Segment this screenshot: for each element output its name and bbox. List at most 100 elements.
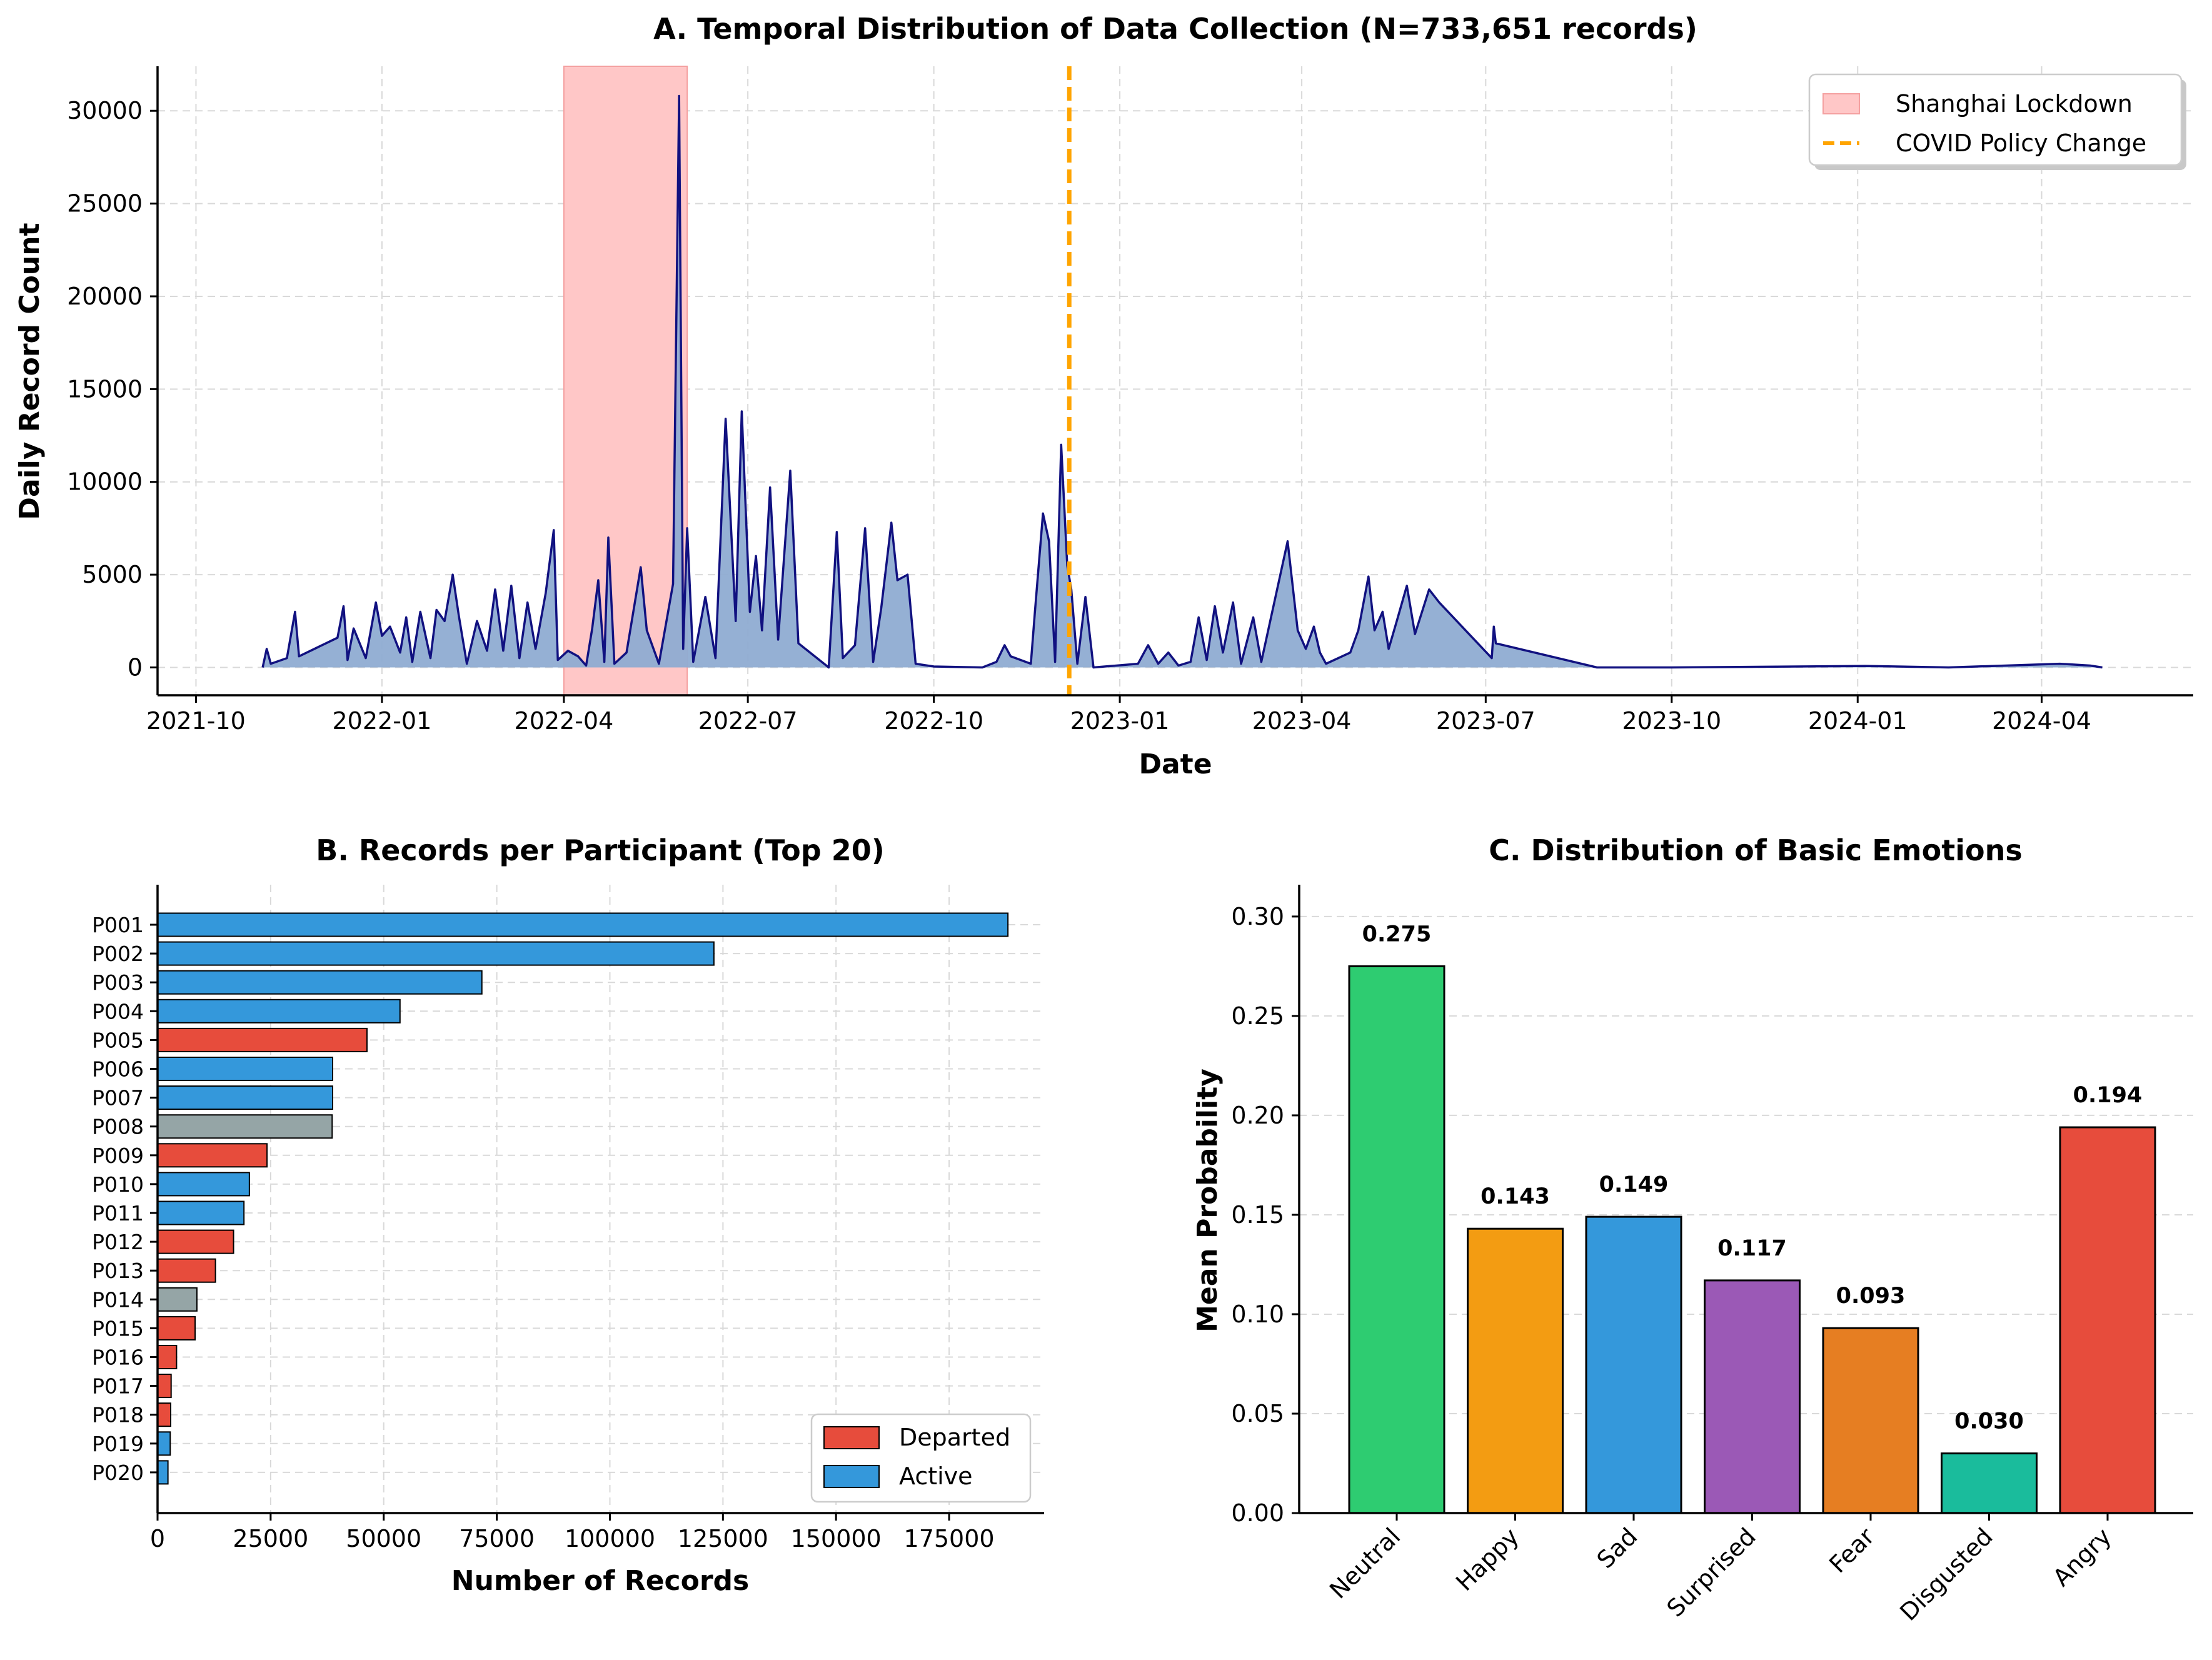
panel-a-temporal: 2021-10 2022-01 2022-04 2022-07 2022-10 2023-… xyxy=(14,12,2193,780)
panel-c-emotions: 0.275 0.143 0.149 0.117 0.093 0.030 0.194 0.00… xyxy=(1192,833,2193,1626)
panel-b-xlabel: Number of Records xyxy=(451,1565,749,1597)
panel-b-xtick-label: 75000 xyxy=(459,1525,535,1552)
emotion-value-label: 0.030 xyxy=(1954,1409,2024,1434)
daily-count-area xyxy=(263,96,2103,668)
panel-c-xtick-label: Angry xyxy=(2048,1522,2117,1592)
emotion-bars: 0.275 0.143 0.149 0.117 0.093 0.030 0.194 xyxy=(1348,922,2156,1514)
panel-a-xtick-label: 2024-01 xyxy=(1808,707,1908,735)
panel-b-ytick-label: P017 xyxy=(92,1374,144,1399)
participant-bar-p011 xyxy=(157,1200,245,1225)
panel-c-ylabel: Mean Probability xyxy=(1192,1069,1224,1332)
participant-bar-p001 xyxy=(157,912,1009,937)
panel-a-xtick-label: 2022-07 xyxy=(698,707,798,735)
panel-b-ytick-label: P014 xyxy=(92,1287,144,1312)
panel-a-xtick-label: 2024-04 xyxy=(1992,707,2091,735)
panel-c-ytick-label: 0.10 xyxy=(1231,1300,1284,1328)
participant-bar-p013 xyxy=(157,1258,216,1283)
panel-b-ytick-label: P019 xyxy=(92,1432,144,1456)
emotion-value-label: 0.149 xyxy=(1599,1172,1669,1197)
emotion-bar-angry xyxy=(2059,1126,2156,1514)
emotion-value-label: 0.117 xyxy=(1717,1236,1787,1261)
panel-b-ytick-label: P007 xyxy=(92,1086,144,1110)
panel-c-ytick-label: 0.25 xyxy=(1231,1002,1284,1030)
panel-c-xtick-label: Disgusted xyxy=(1894,1522,1998,1626)
participant-bar-p006 xyxy=(157,1057,333,1081)
panel-a-xlabel: Date xyxy=(1139,748,1212,780)
participant-bar-p016 xyxy=(157,1345,178,1369)
panel-b-ytick-label: P005 xyxy=(92,1028,144,1052)
panel-a-xtick-label: 2023-01 xyxy=(1070,707,1170,735)
panel-b-ytick-label: P016 xyxy=(92,1346,144,1370)
panel-b-participants: 0 25000 50000 75000 100000 125000 150000 175000… xyxy=(92,833,1044,1597)
panel-a-ytick-label: 10000 xyxy=(67,468,143,496)
emotion-value-label: 0.093 xyxy=(1836,1284,1906,1309)
lockdown-legend-label: Shanghai Lockdown xyxy=(1896,90,2133,118)
panel-b-ytick-label: P010 xyxy=(92,1172,144,1197)
participant-bar-p007 xyxy=(157,1085,333,1110)
panel-c-ytick-label: 0.15 xyxy=(1231,1201,1284,1229)
panel-a-ytick-label: 20000 xyxy=(67,283,143,310)
panel-b-xtick-label: 100000 xyxy=(565,1525,655,1552)
emotion-bar-sad xyxy=(1585,1215,1682,1514)
participant-bar-p004 xyxy=(157,999,401,1024)
panel-b-xtick-label: 125000 xyxy=(678,1525,768,1552)
panel-b-xtick-label: 50000 xyxy=(346,1525,421,1552)
panel-c-ytick-label: 0.20 xyxy=(1231,1102,1284,1129)
active-legend-swatch xyxy=(823,1465,880,1488)
panel-b-xtick-label: 175000 xyxy=(904,1525,995,1552)
emotion-bar-happy xyxy=(1467,1227,1564,1514)
panel-b-ytick-label: P004 xyxy=(92,999,144,1024)
panel-b-ytick-label: P001 xyxy=(92,913,144,937)
panel-c-xtick-label: Fear xyxy=(1824,1522,1879,1578)
emotion-bar-surprised xyxy=(1704,1279,1801,1514)
panel-a-xtick-label: 2023-04 xyxy=(1252,707,1352,735)
participant-bar-p008 xyxy=(157,1114,333,1139)
panel-a-xtick-label: 2023-10 xyxy=(1622,707,1721,735)
participant-bar-p017 xyxy=(157,1374,172,1399)
panel-a-ytick-label: 25000 xyxy=(67,190,143,218)
panel-b-ytick-label: P015 xyxy=(92,1316,144,1341)
participant-bars xyxy=(157,912,1009,1485)
panel-b-ytick-label: P011 xyxy=(92,1201,144,1225)
panel-b-ytick-label: P008 xyxy=(92,1115,144,1139)
participant-bar-p010 xyxy=(157,1172,250,1197)
panel-a-ytick-label: 15000 xyxy=(67,375,143,403)
participant-bar-p002 xyxy=(157,941,715,966)
panel-b-legend: Departed Active xyxy=(810,1413,1032,1503)
panel-a-xtick-label: 2023-07 xyxy=(1436,707,1536,735)
panel-a-ytick-label: 5000 xyxy=(82,561,143,588)
emotion-value-label: 0.143 xyxy=(1481,1184,1550,1209)
panel-a-xtick-label: 2022-10 xyxy=(884,707,983,735)
panel-c-ytick-label: 0.00 xyxy=(1231,1499,1284,1527)
panel-c-xtick-label: Neutral xyxy=(1324,1522,1405,1604)
panel-b-ytick-label: P012 xyxy=(92,1230,144,1254)
panel-b-xtick-label: 0 xyxy=(150,1525,165,1552)
panel-b-xtick-label: 150000 xyxy=(791,1525,882,1552)
participant-bar-p005 xyxy=(157,1027,368,1052)
panel-c-title: C. Distribution of Basic Emotions xyxy=(1489,833,2022,867)
participant-bar-p014 xyxy=(157,1287,198,1312)
panel-a-axes: 2021-10 2022-01 2022-04 2022-07 2022-10 2023-… xyxy=(67,66,2193,735)
emotion-value-label: 0.275 xyxy=(1362,922,1432,947)
emotion-bar-neutral xyxy=(1348,965,1445,1514)
panel-a-title: A. Temporal Distribution of Data Collect… xyxy=(653,12,1697,46)
participant-bar-p003 xyxy=(157,970,483,995)
panel-b-axes: 0 25000 50000 75000 100000 125000 150000 175000… xyxy=(92,885,1044,1552)
departed-legend-label: Departed xyxy=(899,1424,1010,1451)
panel-a-legend: Shanghai Lockdown COVID Policy Change xyxy=(1808,73,2186,170)
panel-b-ytick-label: P018 xyxy=(92,1403,144,1427)
panel-a-xtick-label: 2021-10 xyxy=(146,707,246,735)
departed-legend-swatch xyxy=(823,1426,880,1449)
panel-b-ytick-label: P003 xyxy=(92,970,144,995)
panel-b-xtick-label: 25000 xyxy=(233,1525,308,1552)
panel-b-ytick-label: P009 xyxy=(92,1144,144,1168)
panel-b-ytick-label: P006 xyxy=(92,1057,144,1082)
participant-bar-p018 xyxy=(157,1402,171,1427)
emotion-value-label: 0.194 xyxy=(2073,1083,2143,1108)
panel-a-ytick-label: 30000 xyxy=(67,97,143,124)
emotion-bar-disgusted xyxy=(1941,1452,2038,1514)
participant-bar-p020 xyxy=(157,1460,169,1485)
participant-bar-p019 xyxy=(157,1431,171,1456)
panel-c-xtick-label: Surprised xyxy=(1661,1522,1761,1622)
panel-a-grid xyxy=(158,66,2193,695)
